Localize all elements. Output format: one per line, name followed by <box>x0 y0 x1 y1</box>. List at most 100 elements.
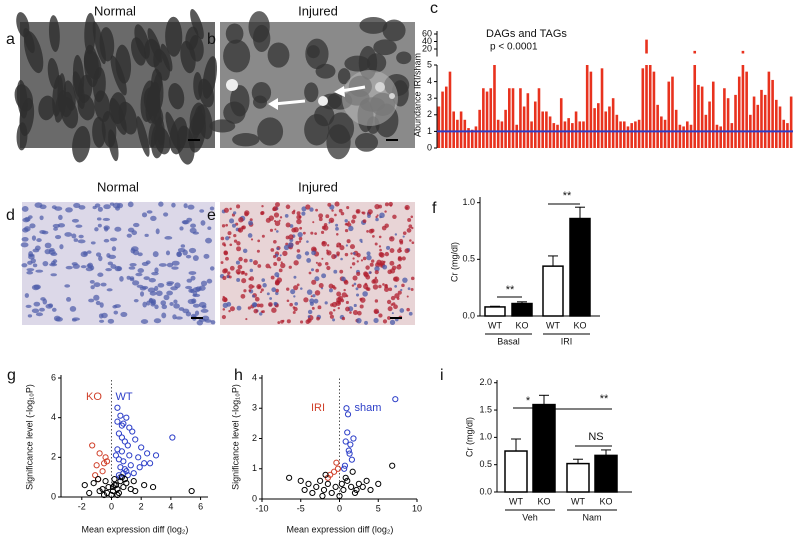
texture <box>78 205 86 210</box>
y-tick-label: 0.5 <box>462 254 475 264</box>
point <box>132 487 139 495</box>
texture <box>65 207 73 213</box>
point <box>89 442 96 449</box>
texture <box>93 294 100 301</box>
texture <box>106 288 113 292</box>
texture <box>220 261 224 264</box>
texture <box>172 314 177 320</box>
texture <box>356 317 362 324</box>
bar <box>541 111 544 148</box>
texture <box>336 233 339 236</box>
bar <box>608 106 611 148</box>
texture <box>42 261 49 267</box>
texture <box>268 302 273 307</box>
x-axis-label: Mean expression diff (log₂) <box>82 524 189 534</box>
texture <box>384 202 389 207</box>
x-tick-label: KO <box>599 496 612 506</box>
texture <box>58 214 63 221</box>
texture <box>120 311 128 318</box>
texture <box>129 263 137 267</box>
texture <box>397 256 403 262</box>
bar <box>641 68 645 148</box>
point <box>114 491 121 499</box>
texture <box>396 264 402 270</box>
texture <box>384 210 387 213</box>
texture <box>136 116 150 157</box>
texture <box>248 284 254 290</box>
bar <box>763 94 767 148</box>
texture <box>353 282 357 286</box>
texture <box>293 285 299 291</box>
texture <box>392 214 397 220</box>
texture <box>139 286 147 291</box>
texture <box>131 230 138 236</box>
point <box>348 456 355 463</box>
texture <box>314 105 335 127</box>
point <box>342 438 349 445</box>
texture <box>31 235 37 241</box>
texture <box>310 231 314 235</box>
texture <box>296 211 301 216</box>
texture <box>272 255 277 259</box>
texture <box>296 283 300 287</box>
texture <box>321 240 327 247</box>
point <box>108 491 115 499</box>
bar <box>648 65 652 148</box>
texture <box>99 302 104 308</box>
bar <box>500 121 504 148</box>
texture <box>278 219 281 222</box>
point <box>96 487 103 495</box>
bar <box>578 121 582 148</box>
texture <box>321 273 327 279</box>
texture <box>359 238 363 242</box>
y-tick-label: 0 <box>427 142 432 152</box>
texture <box>69 305 77 312</box>
texture <box>137 252 143 257</box>
point <box>96 450 103 457</box>
bar <box>593 108 596 148</box>
bar <box>485 91 489 148</box>
texture <box>150 300 157 306</box>
texture <box>133 298 139 303</box>
texture <box>311 250 316 256</box>
texture <box>35 269 44 273</box>
texture <box>332 318 336 322</box>
texture <box>349 311 352 314</box>
texture <box>166 281 175 285</box>
texture <box>374 242 378 246</box>
texture <box>274 228 277 231</box>
texture <box>406 227 412 233</box>
bar <box>711 81 715 148</box>
texture <box>352 257 355 260</box>
texture <box>90 241 96 245</box>
bar <box>674 109 678 148</box>
texture <box>48 15 60 52</box>
texture <box>52 74 64 117</box>
texture <box>28 253 35 257</box>
texture <box>361 211 364 214</box>
texture <box>52 259 58 264</box>
texture <box>378 204 383 209</box>
point <box>341 465 348 472</box>
texture <box>22 217 30 223</box>
texture <box>351 219 356 224</box>
y-tick-label: 6 <box>51 372 56 382</box>
point <box>169 434 176 441</box>
texture <box>14 84 34 112</box>
texture <box>274 272 280 278</box>
texture <box>114 226 122 232</box>
texture <box>201 315 210 321</box>
texture <box>236 204 241 209</box>
texture <box>401 283 405 288</box>
texture <box>94 227 99 232</box>
texture <box>360 259 364 262</box>
texture <box>318 283 324 289</box>
bar <box>775 99 778 148</box>
texture <box>328 288 333 293</box>
texture <box>206 278 213 284</box>
texture <box>57 223 66 228</box>
texture <box>368 271 372 275</box>
texture <box>336 245 339 248</box>
point <box>103 458 111 465</box>
